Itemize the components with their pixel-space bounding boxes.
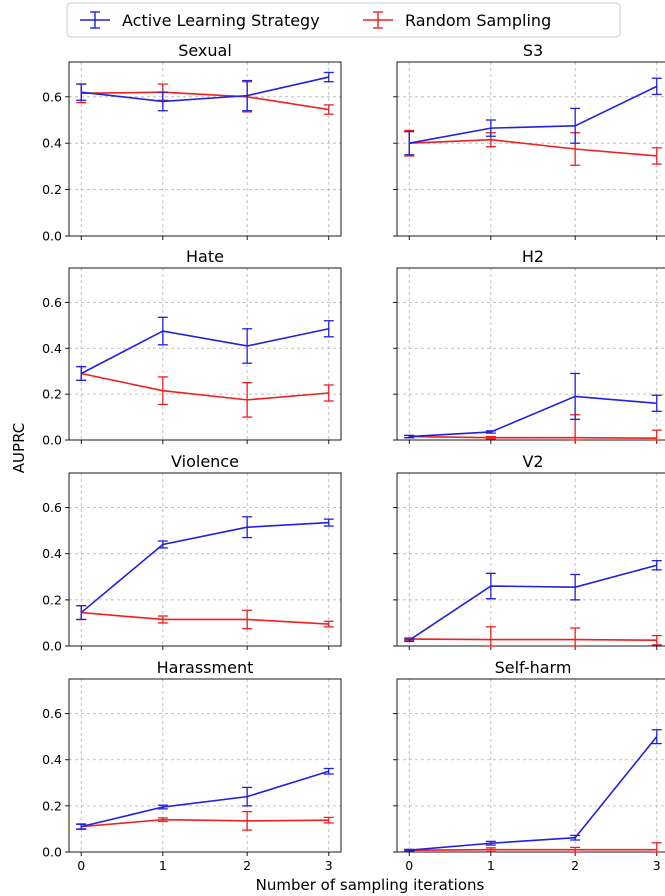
panel: 0.0 0.2 0.4 0.6 Hate: [42, 247, 342, 448]
series: [404, 414, 662, 441]
x-tick-label: 1: [159, 858, 167, 873]
series: [404, 729, 662, 852]
panel-frame: [396, 472, 665, 647]
y-tick-label: 0.4: [42, 136, 62, 151]
series: [404, 626, 662, 647]
y-tick-label: 0.0: [42, 229, 62, 244]
panel-frame: [396, 61, 665, 237]
panel-title: Harassment: [157, 658, 254, 677]
x-tick-label: 0: [405, 858, 413, 873]
x-tick-label: 3: [653, 858, 661, 873]
y-tick-label: 0.2: [42, 182, 62, 197]
y-tick-label: 0.6: [42, 706, 62, 721]
legend-label: Random Sampling: [405, 11, 551, 30]
y-axis-label: AUPRC: [10, 423, 28, 473]
panel-frame: [68, 678, 342, 853]
series: [76, 365, 334, 418]
y-tick-label: 0.2: [42, 592, 62, 607]
y-tick-label: 0.0: [42, 639, 62, 654]
panel: 0 1 2 3 Self-harm: [393, 658, 665, 873]
series: [404, 560, 662, 643]
x-tick-label: 3: [325, 858, 333, 873]
series-line: [80, 327, 329, 375]
series: [76, 316, 334, 382]
panel-frame: [396, 678, 665, 853]
legend-label: Active Learning Strategy: [122, 11, 320, 30]
x-tick-label: 0: [77, 858, 85, 873]
x-tick-label: 1: [487, 858, 495, 873]
y-tick-label: 0.4: [42, 341, 62, 356]
y-tick-label: 0.4: [42, 752, 62, 767]
y-tick-label: 0.4: [42, 546, 62, 561]
panel: 0.0 0.2 0.4 0.6 Sexual: [42, 41, 342, 244]
panels: 0.0 0.2 0.4 0.6 Sexual S3 0.0 0.2 0.4 0.6 Hate H2 0.…: [42, 41, 665, 873]
series-line: [409, 638, 657, 642]
panel-frame: [68, 472, 342, 647]
panel-title: H2: [522, 247, 544, 266]
panel: H2: [393, 247, 665, 444]
x-tick-label: 2: [243, 858, 251, 873]
series-line: [80, 521, 329, 614]
panel-title: Self-harm: [495, 658, 572, 677]
legend: Active Learning Strategy Random Sampling: [66, 2, 621, 38]
series: [76, 516, 334, 621]
x-axis-label: Number of sampling iterations: [256, 876, 485, 894]
series-line: [409, 85, 658, 144]
panel: 0.0 0.2 0.4 0.6 Violence: [42, 452, 342, 654]
panel-frame: [68, 61, 342, 237]
series: [76, 810, 334, 831]
y-tick-label: 0.2: [42, 387, 62, 402]
legend-entry: Active Learning Strategy: [80, 11, 320, 30]
y-tick-label: 0.6: [42, 295, 62, 310]
series-line: [81, 770, 329, 828]
legend-entry: Random Sampling: [363, 11, 551, 30]
panel-title: V2: [522, 452, 543, 471]
y-tick-label: 0.0: [42, 845, 62, 860]
series-line: [409, 138, 657, 157]
series: [404, 77, 662, 156]
series: [76, 71, 334, 112]
series: [76, 767, 334, 830]
series: [404, 129, 662, 166]
series-line: [409, 736, 658, 851]
series-line: [81, 76, 329, 103]
series: [76, 604, 334, 630]
x-tick-label: 2: [571, 858, 579, 873]
panel-frame: [68, 267, 342, 441]
series-line: [81, 372, 329, 401]
y-tick-label: 0.6: [42, 500, 62, 515]
panel: V2: [393, 452, 665, 650]
panel-title: Hate: [186, 247, 224, 266]
panel-title: Violence: [171, 452, 239, 471]
legend-box: [66, 2, 621, 38]
series-line: [81, 91, 329, 111]
panel-frame: [396, 267, 665, 441]
series-line: [81, 818, 329, 828]
panel-title: S3: [523, 41, 543, 60]
panel-title: Sexual: [178, 41, 232, 60]
y-tick-label: 0.6: [42, 89, 62, 104]
series-line: [409, 435, 657, 439]
panel: 0.0 0.2 0.4 0.6 0 1 2 3 Harassment: [42, 658, 342, 873]
series-line: [409, 395, 657, 438]
panel: S3: [393, 41, 665, 240]
y-tick-label: 0.2: [42, 798, 62, 813]
series: [404, 372, 662, 439]
y-tick-label: 0.0: [42, 433, 62, 448]
series-line: [81, 611, 329, 625]
series-line: [408, 564, 657, 641]
